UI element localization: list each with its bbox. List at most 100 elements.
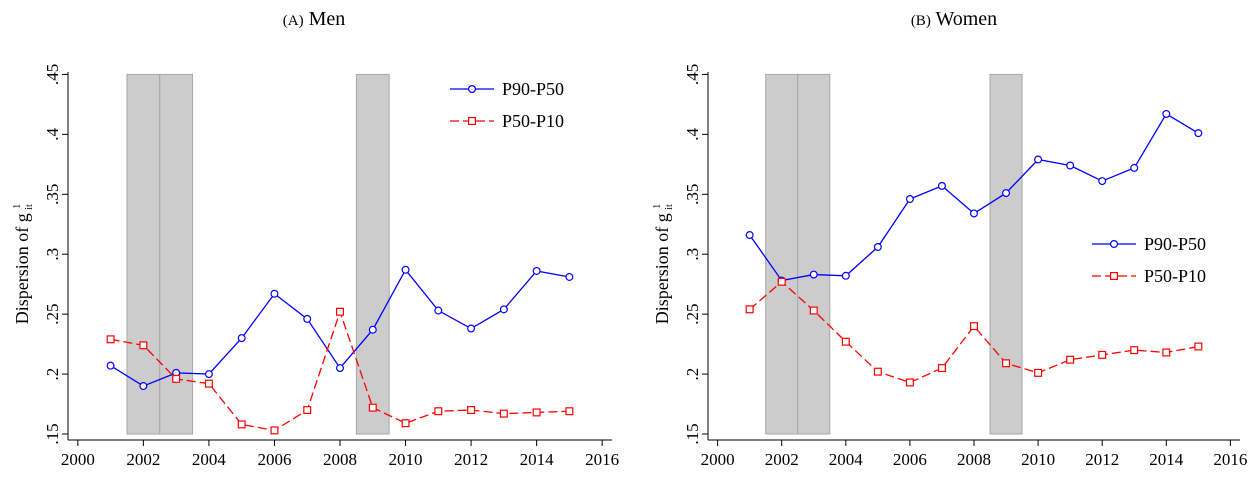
data-point <box>1066 355 1075 364</box>
data-point <box>937 181 946 190</box>
y-tick-label: .35 <box>683 184 702 205</box>
data-point <box>1066 161 1075 170</box>
y-tick-label: .25 <box>43 304 62 325</box>
recession-shade <box>989 73 1023 435</box>
data-point <box>204 370 213 379</box>
legend-label: P90-P50 <box>1144 234 1206 254</box>
legend-marker <box>1110 240 1119 249</box>
data-point <box>1194 342 1203 351</box>
recession-shade <box>126 73 161 435</box>
data-point <box>1162 109 1171 118</box>
x-tick-label: 2016 <box>1213 450 1247 469</box>
x-tick-label: 2000 <box>61 450 95 469</box>
data-point <box>237 420 246 429</box>
y-axis-label: Dispersion of g 1it <box>12 204 35 325</box>
x-tick-label: 2008 <box>323 450 357 469</box>
data-point <box>873 243 882 252</box>
x-tick-label: 2010 <box>1021 450 1055 469</box>
x-tick-label: 2010 <box>389 450 423 469</box>
data-point <box>172 374 181 383</box>
panel-label: (B) <box>910 13 931 29</box>
data-point <box>1098 177 1107 186</box>
panel-men: (A) Men .15 .2 .25 .3 .35 .4 .45 2000 2002 2004 20… <box>0 0 628 479</box>
y-tick-label: .15 <box>683 423 702 444</box>
data-point <box>434 407 443 416</box>
x-tick-label: 2004 <box>192 450 227 469</box>
data-point <box>970 209 979 218</box>
y-tick-label: .2 <box>43 368 62 381</box>
data-point <box>745 231 754 240</box>
data-point <box>532 408 541 417</box>
data-point <box>139 382 148 391</box>
data-point <box>270 289 279 298</box>
y-tick-label: .25 <box>683 304 702 325</box>
data-point <box>905 195 914 204</box>
data-point <box>1130 163 1139 172</box>
x-tick-label: 2014 <box>1149 450 1184 469</box>
data-point <box>1162 348 1171 357</box>
y-tick-label: .35 <box>43 184 62 205</box>
data-point <box>841 271 850 280</box>
x-tick-label: 2004 <box>829 450 864 469</box>
panel-label: (A) <box>282 13 304 29</box>
data-point <box>565 272 574 281</box>
data-point <box>970 322 979 331</box>
panel-women: (B) Women .15 .2 .25 .3 .35 .4 .45 2000 2002 2004… <box>640 0 1257 479</box>
x-tick-label: 2002 <box>126 450 160 469</box>
x-tick-label: 2006 <box>257 450 291 469</box>
x-tick-label: 2016 <box>585 450 619 469</box>
data-point <box>401 419 410 428</box>
data-point <box>401 265 410 274</box>
data-point <box>106 361 115 370</box>
data-point <box>777 277 786 286</box>
panel-title: (B) Women <box>640 8 1257 31</box>
data-point <box>809 306 818 315</box>
data-point <box>303 406 312 415</box>
data-point <box>809 270 818 279</box>
data-point <box>1130 346 1139 355</box>
data-point <box>336 307 345 316</box>
data-point <box>336 364 345 373</box>
data-point <box>303 314 312 323</box>
legend-label: P90-P50 <box>502 79 564 99</box>
x-tick-label: 2008 <box>957 450 991 469</box>
data-point <box>204 379 213 388</box>
data-point <box>1194 129 1203 138</box>
y-tick-label: .4 <box>43 127 62 140</box>
chart-women: .15 .2 .25 .3 .35 .4 .45 2000 2002 2004 2006 2008 20… <box>652 64 1247 469</box>
panel-title-text: Men <box>308 8 346 30</box>
data-point <box>237 334 246 343</box>
data-point <box>270 426 279 435</box>
data-point <box>368 403 377 412</box>
data-point <box>368 325 377 334</box>
data-point <box>745 305 754 314</box>
data-point <box>565 407 574 416</box>
data-point <box>937 364 946 373</box>
data-point <box>139 341 148 350</box>
x-tick-label: 2002 <box>765 450 799 469</box>
legend-marker <box>468 116 477 125</box>
data-point <box>1034 155 1043 164</box>
legend-marker <box>1110 272 1119 281</box>
y-tick-label: .45 <box>683 64 702 85</box>
recession-shade <box>797 73 831 435</box>
legend-label: P50-P10 <box>1144 266 1206 286</box>
data-point <box>467 406 476 415</box>
data-point <box>434 306 443 315</box>
data-point <box>106 335 115 344</box>
legend-label: P50-P10 <box>502 111 564 131</box>
x-tick-label: 2000 <box>701 450 735 469</box>
x-tick-label: 2014 <box>520 450 555 469</box>
y-tick-label: .3 <box>683 248 702 261</box>
data-point <box>1034 368 1043 377</box>
y-tick-label: .15 <box>43 423 62 444</box>
data-point <box>499 305 508 314</box>
panel-title: (A) Men <box>0 8 628 31</box>
x-tick-label: 2006 <box>893 450 927 469</box>
data-point <box>1098 350 1107 359</box>
y-axis-label: Dispersion of g 1it <box>652 204 675 325</box>
data-point <box>1002 359 1011 368</box>
chart-men: .15 .2 .25 .3 .35 .4 .45 2000 2002 2004 2006 2008 20… <box>12 64 619 469</box>
data-point <box>1002 189 1011 198</box>
data-point <box>905 378 914 387</box>
